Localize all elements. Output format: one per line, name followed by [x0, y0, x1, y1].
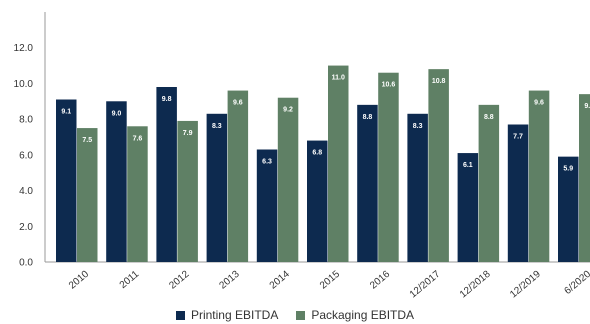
- data-label-printing: 6.8: [312, 150, 322, 157]
- legend-label-packaging: Packaging EBITDA: [311, 308, 415, 322]
- y-tick-label: 12.0: [14, 43, 34, 54]
- legend: Printing EBITDA Packaging EBITDA: [0, 306, 590, 324]
- x-category-label: 2010: [67, 268, 91, 291]
- legend-swatch-printing: [175, 310, 185, 320]
- bar-printing: [307, 140, 328, 262]
- bar-printing: [206, 113, 228, 263]
- data-label-printing: 6.3: [262, 159, 272, 166]
- y-tick-label: 10.0: [14, 79, 34, 90]
- data-label-packaging: 7.6: [133, 135, 143, 142]
- y-tick-label: 6.0: [19, 150, 33, 161]
- bar-packaging: [579, 94, 590, 263]
- x-category-label: 12/2019: [508, 269, 543, 301]
- data-label-packaging: 9.6: [534, 100, 544, 107]
- data-label-printing: 8.8: [363, 114, 373, 121]
- data-label-printing: 9.1: [61, 109, 71, 116]
- y-tick-label: 0.0: [19, 258, 33, 269]
- legend-item-packaging: Packaging EBITDA: [296, 308, 414, 322]
- bar-packaging: [227, 90, 249, 262]
- bar-packaging: [528, 90, 550, 262]
- bar-chart: 0.0 2.0 4.0 6.0 8.0 10.0 12.0 9.1 7.5 9.0 7.6 9.8 7…: [14, 12, 590, 300]
- x-category-label: 2013: [218, 268, 242, 291]
- y-tick-label: 2.0: [19, 222, 33, 233]
- x-category-label: 2014: [268, 268, 292, 291]
- bar-packaging: [378, 72, 399, 262]
- x-category-label: 12/2018: [458, 269, 493, 301]
- bar-packaging: [77, 128, 98, 262]
- bar-packaging: [478, 104, 500, 262]
- x-category-label: 2015: [318, 268, 342, 291]
- legend-label-printing: Printing EBITDA: [190, 308, 279, 322]
- data-label-printing: 9.8: [162, 96, 172, 103]
- legend-item-printing: Printing EBITDA: [175, 308, 279, 322]
- x-category-label: 2012: [167, 268, 191, 291]
- data-label-packaging: 10.8: [432, 78, 446, 85]
- y-tick-labels: 0.0 2.0 4.0 6.0 8.0 10.0 12.0: [14, 43, 34, 268]
- bar-printing: [558, 156, 579, 262]
- data-label-packaging: 10.6: [382, 82, 396, 89]
- data-label-packaging: 9.2: [283, 107, 293, 114]
- data-label-packaging: 9.6: [233, 100, 243, 107]
- bar-printing: [407, 113, 428, 263]
- data-label-printing: 9.0: [112, 110, 122, 117]
- x-category-label: 12/2017: [408, 269, 443, 301]
- y-tick-label: 8.0: [19, 115, 33, 126]
- data-label-printing: 5.9: [563, 166, 573, 173]
- x-category-label: 6/2020: [563, 269, 590, 297]
- bar-printing: [507, 124, 529, 262]
- data-label-printing: 6.1: [463, 162, 473, 169]
- data-label-packaging: 8.8: [484, 114, 494, 121]
- bar-packaging: [277, 97, 299, 262]
- data-label-printing: 8.3: [413, 123, 423, 130]
- bar-printing: [56, 99, 77, 262]
- bar-printing: [156, 87, 177, 262]
- data-label-printing: 7.7: [513, 134, 523, 141]
- bar-printing: [457, 153, 479, 262]
- bar-packaging: [177, 120, 198, 262]
- bar-packaging: [428, 69, 449, 263]
- bar-packaging: [328, 65, 349, 262]
- x-category-label: 2011: [118, 269, 142, 292]
- legend-swatch-packaging: [296, 310, 306, 320]
- x-category-label: 2016: [368, 268, 392, 291]
- bar-printing: [106, 101, 127, 263]
- bar-packaging: [127, 126, 148, 263]
- bars: 9.1 7.5 9.0 7.6 9.8 7.9 8.3 9.6 6.3 9.2 6.8 11.0 8.8…: [56, 65, 590, 263]
- x-category-labels: 2010 2011 2012 2013 2014 2015 2016 12/2017 12/20…: [67, 268, 590, 300]
- data-label-packaging: 7.9: [183, 130, 193, 137]
- data-label-packaging: 7.5: [82, 137, 92, 144]
- data-label-printing: 8.3: [212, 123, 222, 130]
- data-label-packaging: 9.4: [584, 103, 590, 110]
- data-label-packaging: 11.0: [332, 75, 345, 82]
- y-tick-label: 4.0: [19, 186, 33, 197]
- bar-printing: [256, 149, 278, 262]
- bar-printing: [357, 104, 378, 262]
